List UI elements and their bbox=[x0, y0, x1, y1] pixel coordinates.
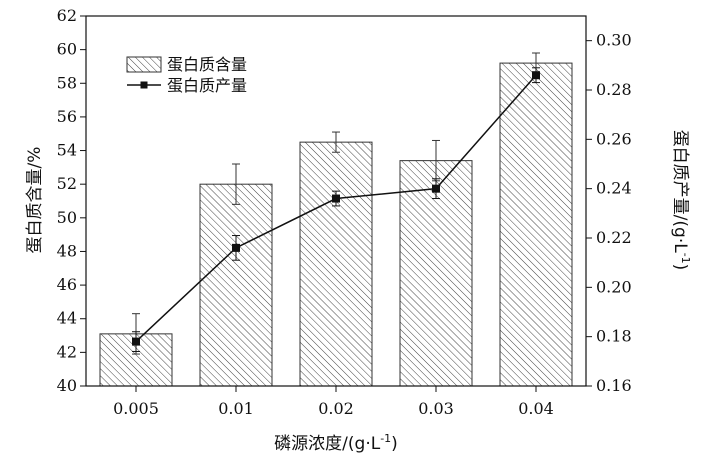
legend: 蛋白质含量 蛋白质产量 bbox=[126, 55, 247, 95]
legend-line-marker bbox=[140, 81, 148, 89]
bar bbox=[499, 62, 573, 387]
line-layer bbox=[132, 67, 540, 352]
left-tick-label: 54 bbox=[57, 141, 77, 160]
bars-layer bbox=[99, 62, 573, 387]
x-tick-label: 0.02 bbox=[318, 399, 354, 418]
legend-line-label: 蛋白质产量 bbox=[167, 76, 247, 95]
right-axis-label-main: 蛋白质产量/(g·L bbox=[670, 130, 690, 254]
right-tick-label: 0.16 bbox=[596, 376, 632, 395]
left-tick-label: 62 bbox=[57, 6, 77, 25]
line-point bbox=[432, 184, 440, 193]
left-tick-label: 40 bbox=[57, 376, 77, 395]
legend-bar-swatch bbox=[126, 56, 162, 73]
legend-bar-label: 蛋白质含量 bbox=[167, 55, 247, 74]
left-tick-label: 46 bbox=[57, 275, 77, 294]
left-tick-label: 60 bbox=[57, 40, 77, 59]
line-point bbox=[332, 194, 340, 203]
left-tick-label: 52 bbox=[57, 174, 77, 193]
right-tick-label: 0.30 bbox=[596, 31, 632, 50]
right-tick-label: 0.22 bbox=[596, 228, 632, 247]
bar bbox=[299, 141, 373, 387]
x-tick-label: 0.03 bbox=[418, 399, 454, 418]
right-axis-ticks: 0.16 0.18 0.20 0.22 0.24 0.26 0.28 0.30 bbox=[586, 31, 632, 395]
x-tick-label: 0.01 bbox=[218, 399, 254, 418]
left-tick-label: 48 bbox=[57, 241, 77, 260]
line-point bbox=[132, 337, 140, 346]
line-point bbox=[532, 71, 540, 80]
x-axis-label-main: 磷源浓度/(g·L bbox=[274, 434, 381, 454]
right-axis-label: 蛋白质产量/(g·L-1) bbox=[670, 130, 692, 271]
x-axis-label: 磷源浓度/(g·L-1) bbox=[274, 432, 398, 454]
right-tick-label: 0.26 bbox=[596, 129, 632, 148]
right-axis-label-sup: -1 bbox=[679, 253, 692, 264]
right-tick-label: 0.24 bbox=[596, 179, 632, 198]
x-axis-label-sup: -1 bbox=[380, 432, 391, 445]
x-tick-label: 0.005 bbox=[113, 399, 159, 418]
x-axis-ticks: 0.005 0.01 0.02 0.03 0.04 bbox=[113, 386, 554, 418]
right-tick-label: 0.18 bbox=[596, 327, 632, 346]
left-tick-label: 56 bbox=[57, 107, 77, 126]
right-tick-label: 0.20 bbox=[596, 277, 632, 296]
left-tick-label: 50 bbox=[57, 208, 77, 227]
left-tick-label: 58 bbox=[57, 73, 77, 92]
left-axis-ticks: 40 42 44 46 48 50 52 54 56 58 60 62 bbox=[57, 6, 86, 395]
right-axis-label-tail: ) bbox=[670, 264, 690, 271]
x-tick-label: 0.04 bbox=[518, 399, 554, 418]
left-axis-label: 蛋白质含量/% bbox=[25, 147, 45, 254]
right-tick-label: 0.28 bbox=[596, 80, 632, 99]
left-tick-label: 42 bbox=[57, 342, 77, 361]
left-tick-label: 44 bbox=[57, 309, 77, 328]
bar bbox=[199, 183, 273, 387]
x-axis-label-tail: ) bbox=[391, 434, 398, 454]
line-point bbox=[232, 243, 240, 252]
